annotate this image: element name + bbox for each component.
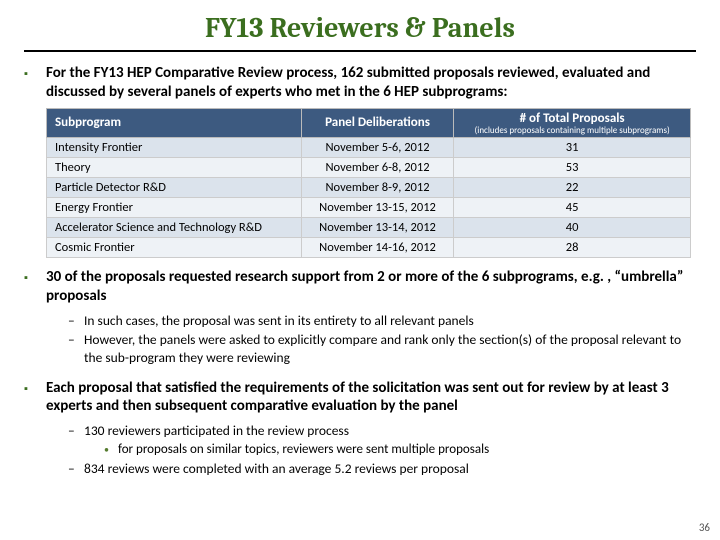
- dash-icon: –: [68, 422, 84, 440]
- cell-subprogram: Intensity Frontier: [47, 138, 302, 158]
- square-bullet-icon: ▪: [24, 268, 46, 306]
- cell-dates: November 6-8, 2012: [301, 158, 453, 178]
- bullet-1: ▪ For the FY13 HEP Comparative Review pr…: [24, 64, 696, 102]
- cell-dates: November 8-9, 2012: [301, 178, 453, 198]
- cell-count: 22: [454, 178, 691, 198]
- bullet-3-dot-1-text: for proposals on similar topics, reviewe…: [118, 442, 489, 459]
- dot-bullet-icon: •: [104, 442, 118, 459]
- cell-count: 40: [454, 218, 691, 238]
- table-row: Energy Frontier November 13-15, 2012 45: [47, 198, 691, 218]
- table-row: Theory November 6-8, 2012 53: [47, 158, 691, 178]
- bullet-2-sub-2: – However, the panels were asked to expl…: [68, 331, 696, 366]
- bullet-2-sub-1: – In such cases, the proposal was sent i…: [68, 312, 696, 330]
- cell-count: 53: [454, 158, 691, 178]
- col-header-deliberations: Panel Deliberations: [301, 108, 453, 138]
- col-header-totals-sub: (includes proposals containing multiple …: [460, 126, 684, 136]
- table-row: Particle Detector R&D November 8-9, 2012…: [47, 178, 691, 198]
- cell-dates: November 13-14, 2012: [301, 218, 453, 238]
- bullet-2: ▪ 30 of the proposals requested research…: [24, 268, 696, 306]
- dash-icon: –: [68, 460, 84, 478]
- page-title: FY13 Reviewers & Panels: [24, 8, 696, 52]
- cell-subprogram: Particle Detector R&D: [47, 178, 302, 198]
- bullet-2-sub-2-text: However, the panels were asked to explic…: [84, 331, 696, 366]
- bullet-3-sub-1-text: 130 reviewers participated in the review…: [84, 422, 349, 440]
- cell-subprogram: Energy Frontier: [47, 198, 302, 218]
- cell-dates: November 5-6, 2012: [301, 138, 453, 158]
- dash-icon: –: [68, 312, 84, 330]
- col-header-totals-main: # of Total Proposals: [520, 111, 625, 126]
- slide: FY13 Reviewers & Panels ▪ For the FY13 H…: [0, 0, 720, 478]
- cell-dates: November 13-15, 2012: [301, 198, 453, 218]
- bullet-3-sub-2-text: 834 reviews were completed with an avera…: [84, 460, 469, 478]
- cell-count: 31: [454, 138, 691, 158]
- table-row: Accelerator Science and Technology R&D N…: [47, 218, 691, 238]
- bullet-2-sub-1-text: In such cases, the proposal was sent in …: [84, 312, 474, 330]
- table-header-row: Subprogram Panel Deliberations # of Tota…: [47, 108, 691, 138]
- table-row: Intensity Frontier November 5-6, 2012 31: [47, 138, 691, 158]
- cell-dates: November 14-16, 2012: [301, 238, 453, 258]
- col-header-subprogram: Subprogram: [47, 108, 302, 138]
- subprogram-table: Subprogram Panel Deliberations # of Tota…: [46, 108, 691, 259]
- cell-count: 45: [454, 198, 691, 218]
- bullet-3-text: Each proposal that satisfied the require…: [46, 379, 696, 417]
- bullet-1-text: For the FY13 HEP Comparative Review proc…: [46, 64, 696, 102]
- dash-icon: –: [68, 331, 84, 366]
- bullet-2-text: 30 of the proposals requested research s…: [46, 268, 696, 306]
- cell-subprogram: Theory: [47, 158, 302, 178]
- square-bullet-icon: ▪: [24, 64, 46, 102]
- bullet-3: ▪ Each proposal that satisfied the requi…: [24, 379, 696, 417]
- cell-subprogram: Cosmic Frontier: [47, 238, 302, 258]
- table-row: Cosmic Frontier November 14-16, 2012 28: [47, 238, 691, 258]
- square-bullet-icon: ▪: [24, 379, 46, 417]
- bullet-3-sub-2: – 834 reviews were completed with an ave…: [68, 460, 696, 478]
- col-header-totals: # of Total Proposals (includes proposals…: [454, 108, 691, 138]
- cell-count: 28: [454, 238, 691, 258]
- bullet-3-dot-1: • for proposals on similar topics, revie…: [104, 442, 696, 459]
- bullet-3-sub-1: – 130 reviewers participated in the revi…: [68, 422, 696, 440]
- cell-subprogram: Accelerator Science and Technology R&D: [47, 218, 302, 238]
- page-number: 36: [699, 521, 710, 534]
